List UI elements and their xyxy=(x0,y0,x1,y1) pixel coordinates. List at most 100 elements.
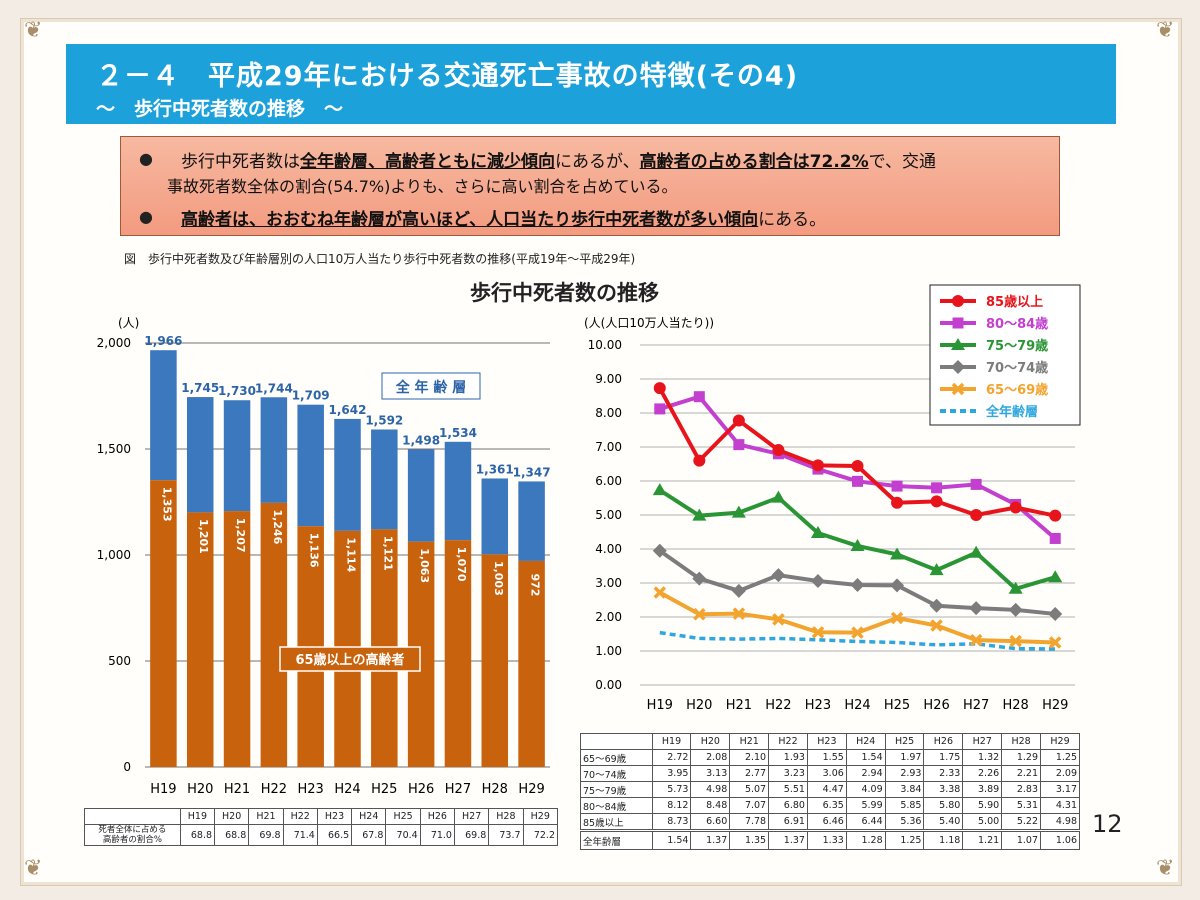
data-point xyxy=(653,382,666,395)
table-cell: 4.09 xyxy=(845,781,886,798)
y-tick-label: 0 xyxy=(123,760,131,774)
table-cell: 1.54 xyxy=(845,749,886,766)
table-header-cell: H29 xyxy=(1040,733,1080,750)
x-tick-label: H28 xyxy=(1003,698,1029,713)
table-cell: 5.00 xyxy=(962,813,1003,831)
x-tick-label: H22 xyxy=(765,698,791,713)
figure-caption: 図 歩行中死者数及び年齢層別の人口10万人当たり歩行中死者数の推移(平成19年～… xyxy=(124,252,636,266)
bar-data-table: H19 H20 H21 H22 H23 H24 H25 H26 H27 H28 H29 死者全体に占め… xyxy=(84,808,559,846)
series-label-box xyxy=(381,372,481,400)
data-point xyxy=(890,611,904,625)
data-point xyxy=(811,459,824,472)
table-cell: 5.90 xyxy=(962,797,1003,814)
table-cell: 1.29 xyxy=(1001,749,1042,766)
x-tick-label: H20 xyxy=(686,698,712,713)
data-point xyxy=(852,475,863,487)
table-cell xyxy=(84,808,181,825)
series-line-sall xyxy=(659,630,1056,651)
table-header-cell: H25 xyxy=(385,808,421,825)
y-axis-label: (人) xyxy=(118,316,139,330)
legend-label: 80～84歳 xyxy=(986,316,1048,332)
table-header-cell: H23 xyxy=(806,733,847,750)
bar-elderly xyxy=(481,554,509,767)
y-tick-label: 10.00 xyxy=(588,338,622,352)
table-cell: 71.4 xyxy=(282,824,318,846)
data-point xyxy=(891,480,903,492)
data-label-elderly: 1,136 xyxy=(308,533,321,568)
data-point xyxy=(890,578,905,593)
data-label-elderly: 1,207 xyxy=(234,518,247,553)
x-tick-label: H24 xyxy=(334,782,360,797)
data-point xyxy=(810,526,825,539)
table-header-cell: H27 xyxy=(962,733,1003,750)
data-label-total: 1,966 xyxy=(144,334,182,348)
table-cell: 4.47 xyxy=(806,781,847,798)
table-row: 80～84歳 8.12 8.48 7.07 6.80 6.35 5.99 5.85 5.80 5.… xyxy=(580,797,1080,814)
table-cell: 73.7 xyxy=(488,824,524,846)
table-cell: 68.8 xyxy=(179,824,216,846)
table-header-cell: H19 xyxy=(179,808,216,825)
chart-title: 歩行中死者数の推移 xyxy=(470,281,659,305)
y-tick-label: 1,500 xyxy=(97,442,131,456)
data-point xyxy=(692,571,707,586)
table-cell: 3.23 xyxy=(768,765,808,782)
table-cell: 2.77 xyxy=(729,765,770,782)
table-cell: 5.51 xyxy=(768,781,808,798)
y-tick-label: 1,000 xyxy=(97,548,131,562)
data-label-elderly: 972 xyxy=(529,573,542,596)
x-tick-label: H19 xyxy=(647,698,673,713)
table-header-cell: H27 xyxy=(453,808,490,825)
data-point xyxy=(930,619,943,632)
table-cell: 6.80 xyxy=(768,797,808,814)
legend-label: 75～79歳 xyxy=(986,338,1048,354)
table-cell: 2.72 xyxy=(651,749,692,766)
table-cell: 3.84 xyxy=(884,781,925,798)
data-point xyxy=(929,563,944,576)
bar-elderly xyxy=(260,502,288,767)
series-label-elderly: 65歳以上の高齢者 xyxy=(295,652,404,668)
data-point xyxy=(931,482,943,494)
legend-label: 65～69歳 xyxy=(986,382,1048,398)
corner-ornament-icon: ❦ xyxy=(24,18,43,43)
data-label-total: 1,745 xyxy=(181,381,219,395)
table-cell: 5.36 xyxy=(884,813,925,831)
line-data-table: H19 H20 H21 H22 H23 H24 H25 H26 H27 H28 H29 65～69歳 2… xyxy=(580,733,1080,850)
bullet-icon: ● xyxy=(139,207,153,226)
table-cell: 1.37 xyxy=(768,829,808,850)
table-cell: 1.35 xyxy=(729,829,770,850)
summary-bullet-1: 歩行中死者数は全年齢層、高齢者ともに減少傾向にあるが、高齢者の占める割合は72.… xyxy=(181,147,936,172)
data-label-total: 1,534 xyxy=(439,426,477,440)
corner-ornament-icon: ❦ xyxy=(1156,18,1175,43)
table-cell: 5.31 xyxy=(1001,797,1042,814)
bar-total xyxy=(186,397,214,513)
table-header-cell: H29 xyxy=(522,808,559,825)
bar-elderly xyxy=(518,560,545,767)
table-cell: 6.91 xyxy=(768,813,808,831)
table-cell: 69.8 xyxy=(248,824,284,846)
bar-elderly xyxy=(150,480,177,767)
data-label-elderly: 1,201 xyxy=(197,519,210,554)
y-tick-label: 9.00 xyxy=(595,372,622,386)
data-label-total: 1,347 xyxy=(513,465,551,479)
table-cell: 72.2 xyxy=(522,824,559,846)
table-header-cell: H23 xyxy=(316,808,353,825)
y-axis-label: (人(人口10万人当たり)) xyxy=(584,316,714,330)
table-cell: 3.06 xyxy=(806,765,847,782)
page-title: ２－４ 平成29年における交通死亡事故の特徴(その4) xyxy=(96,61,799,92)
table-cell: 1.25 xyxy=(884,829,925,850)
data-point xyxy=(692,508,707,521)
table-row: 85歳以上 8.73 6.60 7.78 6.91 6.46 6.44 5.36 5.40 5.0… xyxy=(580,813,1080,831)
x-tick-label: H27 xyxy=(963,698,989,713)
data-point xyxy=(850,538,865,551)
table-row-label: 死者全体に占める 高齢者の割合% xyxy=(84,824,181,846)
table-cell: 1.33 xyxy=(806,829,847,850)
table-cell: 2.93 xyxy=(884,765,925,782)
data-point xyxy=(930,495,943,508)
data-label-total: 1,744 xyxy=(255,381,293,395)
y-tick-label: 2.00 xyxy=(595,610,622,624)
bar-total xyxy=(150,350,177,481)
data-label-elderly: 1,070 xyxy=(455,547,468,582)
bar-total xyxy=(518,481,545,561)
bar-total xyxy=(260,397,288,503)
x-tick-label: H20 xyxy=(187,782,213,797)
